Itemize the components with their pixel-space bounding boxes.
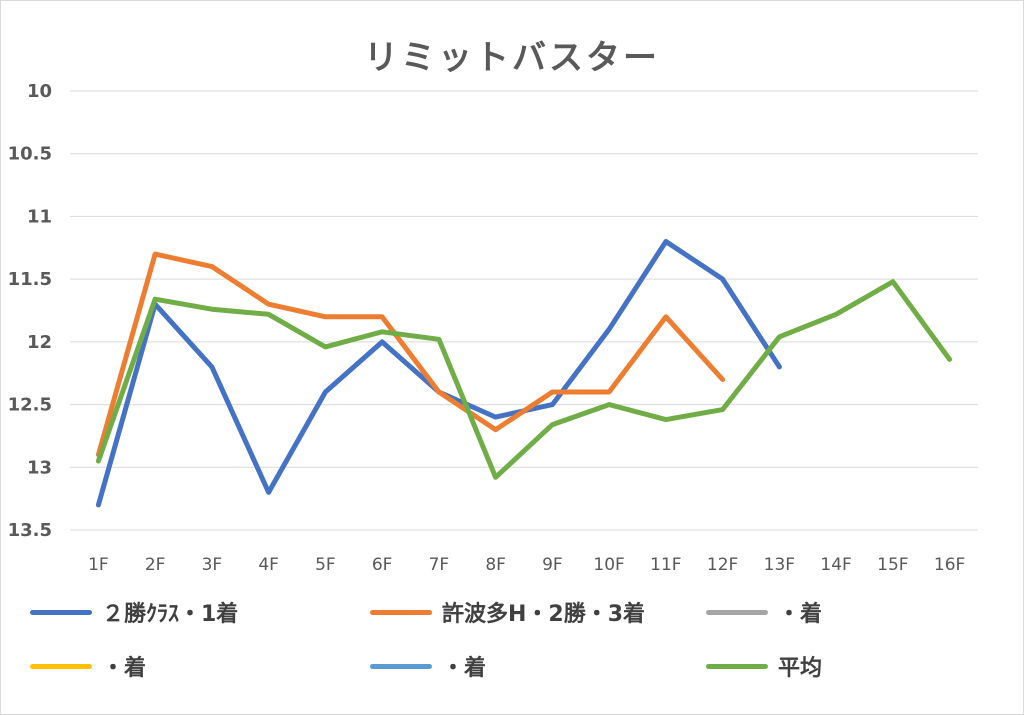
legend-label: ・着 xyxy=(778,602,823,627)
gridlines xyxy=(70,90,978,531)
y-axis-ticks: 10 10.5 11 11.5 12 12.5 13 13.5 xyxy=(8,81,52,541)
x-tick-label: 7F xyxy=(429,555,450,575)
x-tick-label: 10F xyxy=(593,555,624,575)
legend-item: 平均 xyxy=(706,646,822,686)
legend-swatch xyxy=(370,663,432,669)
x-tick-label: 2F xyxy=(145,555,166,575)
x-tick-label: 6F xyxy=(372,555,393,575)
legend-item: ・着 xyxy=(30,646,146,686)
x-tick-label: 9F xyxy=(542,555,563,575)
legend-item: ・着 xyxy=(370,646,486,686)
x-tick-label: 4F xyxy=(258,555,279,575)
legend-swatch xyxy=(706,663,768,669)
y-tick-label: 12.5 xyxy=(8,395,52,416)
series-lines xyxy=(95,239,953,508)
x-tick-label: 3F xyxy=(202,555,223,575)
y-tick-label: 10.5 xyxy=(8,144,52,165)
y-tick-label: 11.5 xyxy=(8,269,52,290)
legend-item: 許波多H・2勝・3着 xyxy=(370,592,645,632)
y-tick-label: 11 xyxy=(27,206,52,227)
x-tick-label: 12F xyxy=(707,555,738,575)
x-tick-label: 1F xyxy=(88,555,109,575)
y-tick-label: 12 xyxy=(27,332,52,353)
y-tick-label: 10 xyxy=(27,81,52,102)
x-tick-label: 14F xyxy=(820,555,851,575)
chart-title: リミットバスター xyxy=(364,38,660,78)
series-line-1 xyxy=(95,251,726,458)
x-tick-label: 13F xyxy=(764,555,795,575)
series-line-5 xyxy=(95,279,953,480)
legend-swatch xyxy=(30,609,92,615)
y-tick-label: 13 xyxy=(27,457,52,478)
x-tick-label: 16F xyxy=(934,555,965,575)
legend-label: ２勝ｸﾗｽ・1着 xyxy=(102,602,239,627)
x-tick-label: 15F xyxy=(877,555,908,575)
legend-label: ・着 xyxy=(442,656,487,681)
x-tick-label: 5F xyxy=(315,555,336,575)
legend-item: ２勝ｸﾗｽ・1着 xyxy=(30,592,238,632)
legend-item: ・着 xyxy=(706,592,822,632)
legend-label: 許波多H・2勝・3着 xyxy=(442,602,646,627)
legend-swatch xyxy=(30,663,92,669)
x-tick-label: 8F xyxy=(485,555,506,575)
legend-label: ・着 xyxy=(102,656,147,681)
legend-swatch xyxy=(370,609,432,615)
line-chart: 10 10.5 11 11.5 12 12.5 13 13.5 1F 2F 3F 4F 5F 6F 7F 8… xyxy=(8,81,978,575)
series-line-0 xyxy=(95,239,782,508)
x-tick-label: 11F xyxy=(650,555,681,575)
y-tick-label: 13.5 xyxy=(8,520,52,541)
legend: ２勝ｸﾗｽ・1着 許波多H・2勝・3着 ・着 ・着 ・着 平均 xyxy=(0,588,1024,698)
legend-label: 平均 xyxy=(778,656,823,681)
x-axis-ticks: 1F 2F 3F 4F 5F 6F 7F 8F 9F 10F 11F 12F 13F 14F 15F 16F xyxy=(88,555,965,575)
legend-swatch xyxy=(706,609,768,615)
